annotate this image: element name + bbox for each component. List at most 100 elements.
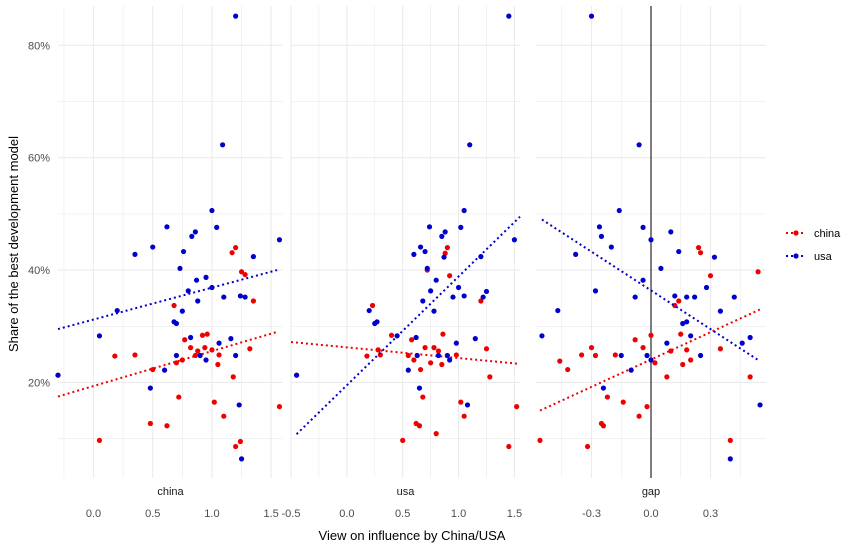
data-point-usa <box>464 402 471 408</box>
data-point-usa <box>179 308 185 314</box>
data-point-china <box>588 345 595 351</box>
data-point-usa <box>672 293 678 299</box>
data-point-usa <box>132 251 138 257</box>
data-point-china <box>612 352 618 358</box>
data-point-usa <box>717 308 723 314</box>
data-point-usa <box>608 244 614 250</box>
data-point-usa <box>640 224 646 230</box>
data-point-usa <box>592 288 599 294</box>
data-point-china <box>215 361 221 368</box>
y-axis-title: Share of the best development model <box>6 136 21 352</box>
data-point-china <box>164 423 170 429</box>
data-point-china <box>204 331 210 337</box>
data-point-china <box>409 337 415 343</box>
data-point-china <box>420 394 426 400</box>
x-tick-label: 1.5 <box>507 508 522 520</box>
data-point-china <box>478 298 484 304</box>
legend-label-usa: usa <box>814 251 833 263</box>
data-point-usa <box>366 307 372 314</box>
data-point-china <box>565 366 571 373</box>
data-point-usa <box>413 334 419 341</box>
data-point-china <box>688 357 694 363</box>
data-point-china <box>727 437 733 443</box>
data-point-usa <box>420 298 426 304</box>
data-point-usa <box>147 385 153 391</box>
data-point-usa <box>426 224 433 230</box>
y-tick-label: 20% <box>28 377 50 389</box>
data-point-usa <box>238 456 245 462</box>
data-point-usa <box>435 352 442 359</box>
data-point-usa <box>96 333 103 339</box>
data-point-usa <box>424 265 430 272</box>
data-point-china <box>697 250 704 256</box>
data-point-china <box>435 348 442 354</box>
data-point-usa <box>220 142 226 148</box>
data-point-china <box>444 245 450 251</box>
data-point-china <box>684 347 690 353</box>
data-point-usa <box>431 308 437 314</box>
data-point-usa <box>192 229 198 235</box>
data-point-usa <box>688 333 694 339</box>
y-axis: 20% 40% 60% 80% <box>28 40 50 389</box>
data-point-china <box>514 404 520 410</box>
x-tick-label: 0.0 <box>643 508 658 520</box>
data-point-usa <box>417 244 424 250</box>
data-point-china <box>644 404 650 410</box>
data-point-usa <box>483 288 490 295</box>
data-point-china <box>199 332 206 338</box>
data-point-china <box>112 353 118 359</box>
data-point-usa <box>632 294 638 300</box>
x-axis-title: View on influence by China/USA <box>319 528 506 543</box>
data-point-usa <box>209 207 215 214</box>
data-point-china <box>242 271 248 278</box>
trend-line-china <box>290 341 521 365</box>
data-point-usa <box>442 229 448 235</box>
data-point-usa <box>422 248 428 255</box>
data-point-china <box>250 298 256 304</box>
data-point-china <box>233 443 239 450</box>
data-point-usa <box>747 334 753 341</box>
data-point-china <box>221 413 227 419</box>
data-point-usa <box>221 294 227 300</box>
data-point-usa <box>189 233 195 239</box>
data-point-usa <box>173 320 180 327</box>
data-point-usa <box>684 294 690 300</box>
data-point-usa <box>636 142 642 148</box>
data-point-usa <box>461 207 467 214</box>
data-point-usa <box>405 367 411 373</box>
y-tick-label: 40% <box>28 265 50 277</box>
data-point-china <box>600 423 607 429</box>
data-point-china <box>439 361 445 368</box>
data-point-china <box>192 352 198 359</box>
data-point-china <box>755 269 761 275</box>
data-point-usa <box>467 142 473 148</box>
data-point-usa <box>588 13 595 19</box>
data-point-china <box>461 413 467 419</box>
data-point-usa <box>697 352 704 359</box>
data-point-usa <box>455 284 462 291</box>
data-point-usa <box>233 352 239 359</box>
data-point-china <box>176 394 182 400</box>
data-point-china <box>428 360 434 366</box>
data-point-china <box>695 245 702 251</box>
data-point-china <box>676 298 682 304</box>
data-point-china <box>182 337 188 343</box>
data-point-china <box>707 273 714 279</box>
data-point-china <box>238 269 245 275</box>
data-point-usa <box>180 248 187 255</box>
data-point-china <box>422 345 428 351</box>
legend-key-point-china <box>793 230 799 236</box>
data-point-china <box>636 413 642 419</box>
data-point-usa <box>511 237 518 243</box>
data-point-china <box>416 423 423 429</box>
panel-strip-label: china <box>157 486 184 498</box>
x-tick-label: 0.3 <box>703 508 718 520</box>
y-tick-label: 80% <box>28 40 50 52</box>
data-point-usa <box>444 352 450 359</box>
panel-china <box>55 13 283 462</box>
data-point-china <box>364 353 370 359</box>
data-point-china <box>147 420 153 427</box>
data-point-china <box>579 352 585 358</box>
legend-key-point-usa <box>793 253 799 259</box>
data-point-china <box>230 374 236 380</box>
